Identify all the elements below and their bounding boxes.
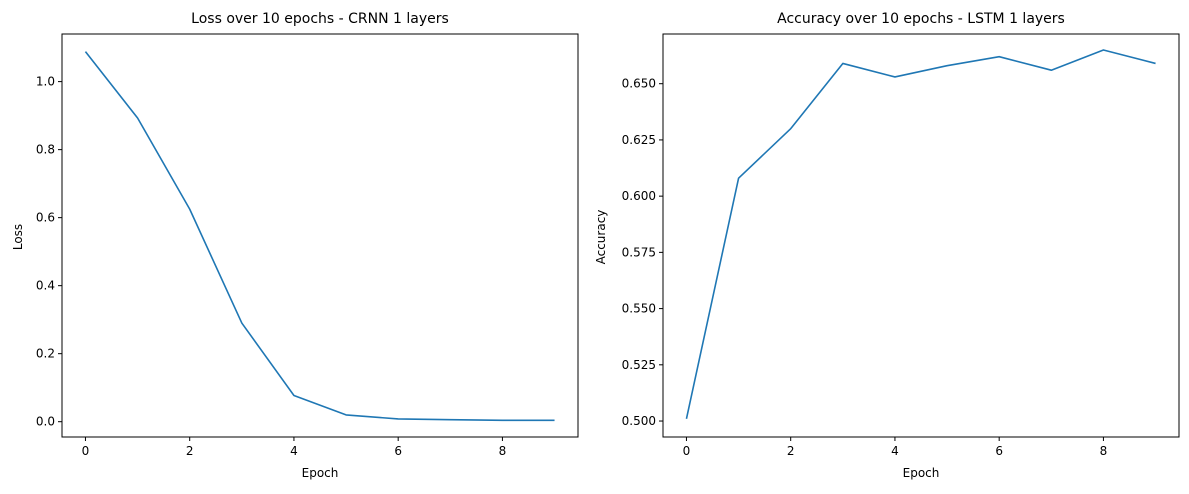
x-tick-label: 2 (787, 444, 795, 458)
accuracy-chart: Accuracy over 10 epochs - LSTM 1 layers … (594, 11, 1180, 480)
y-tick-label: 0.625 (622, 133, 656, 147)
x-axis-label: Epoch (903, 466, 940, 480)
y-tick-label: 0.2 (36, 347, 55, 361)
y-tick-label: 0.550 (622, 302, 656, 316)
x-tick-label: 4 (891, 444, 899, 458)
x-axis-ticks: 0 2 4 6 8 (683, 437, 1108, 458)
y-tick-label: 0.4 (36, 279, 55, 293)
x-tick-label: 2 (186, 444, 194, 458)
y-tick-label: 0.8 (36, 143, 55, 157)
y-axis-ticks: 0.0 0.2 0.4 0.6 0.8 1.0 (36, 75, 62, 429)
loss-series-line (84, 51, 555, 422)
y-tick-label: 0.500 (622, 414, 656, 428)
plot-frame (61, 33, 579, 438)
y-tick-label: 0.525 (622, 358, 656, 372)
x-tick-label: 6 (995, 444, 1003, 458)
x-tick-label: 8 (1100, 444, 1108, 458)
y-tick-label: 0.6 (36, 211, 55, 225)
y-tick-label: 0.600 (622, 189, 656, 203)
x-axis-ticks: 0 2 4 6 8 (82, 437, 507, 458)
plot-frame (662, 33, 1180, 438)
x-tick-label: 4 (290, 444, 298, 458)
y-axis-label: Accuracy (594, 210, 608, 265)
y-tick-label: 1.0 (36, 75, 55, 89)
chart-title: Loss over 10 epochs - CRNN 1 layers (191, 11, 449, 27)
y-tick-label: 0.575 (622, 245, 656, 259)
x-tick-label: 8 (499, 444, 507, 458)
y-tick-label: 0.650 (622, 77, 656, 91)
loss-chart: Loss over 10 epochs - CRNN 1 layers 0.00… (11, 11, 579, 480)
y-axis-ticks: 0.500 0.525 0.550 0.575 0.600 0.625 0.650 (622, 77, 663, 428)
x-axis-label: Epoch (302, 466, 339, 480)
x-tick-label: 0 (683, 444, 691, 458)
y-tick-label: 0.0 (36, 415, 55, 429)
x-tick-label: 0 (82, 444, 90, 458)
chart-title: Accuracy over 10 epochs - LSTM 1 layers (777, 11, 1065, 27)
y-axis-label: Loss (11, 224, 25, 250)
x-tick-label: 6 (394, 444, 402, 458)
accuracy-series-line (685, 49, 1156, 419)
